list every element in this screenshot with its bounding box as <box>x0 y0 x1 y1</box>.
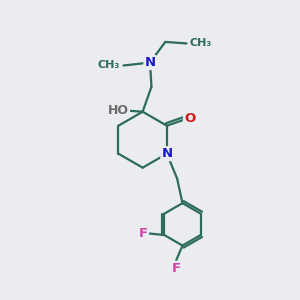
Text: N: N <box>144 56 156 69</box>
Text: HO: HO <box>108 104 129 117</box>
Text: CH₃: CH₃ <box>190 38 212 48</box>
Text: F: F <box>139 227 148 240</box>
Text: CH₃: CH₃ <box>98 61 120 70</box>
Text: O: O <box>184 112 195 125</box>
Text: F: F <box>171 262 181 275</box>
Text: N: N <box>161 147 172 160</box>
